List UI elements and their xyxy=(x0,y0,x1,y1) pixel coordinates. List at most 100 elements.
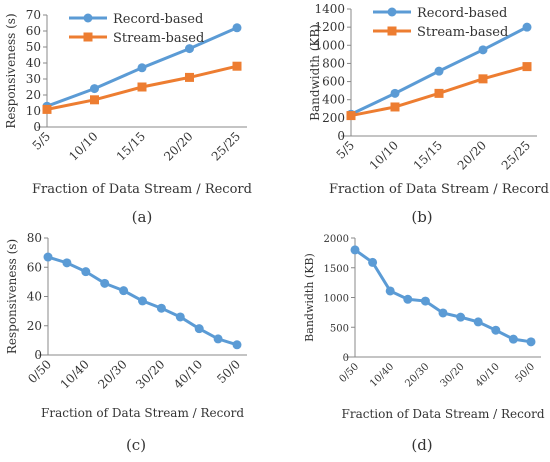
y-tick-label: 1400 xyxy=(314,2,345,16)
data-point xyxy=(175,312,185,322)
y-axis-label: Bandwidth (KB) xyxy=(303,253,316,342)
data-point xyxy=(390,102,400,112)
x-tick-label: 40/10 xyxy=(171,357,205,391)
y-tick-label: 50 xyxy=(26,40,41,54)
y-tick-label: 800 xyxy=(322,56,345,70)
y-tick-label: 1000 xyxy=(324,294,349,305)
x-tick-label: 15/15 xyxy=(114,129,148,163)
x-tick-label: 0/50 xyxy=(337,361,361,385)
x-axis-label: Fraction of Data Stream / Record xyxy=(32,182,252,197)
y-tick-label: 500 xyxy=(330,323,349,334)
data-point xyxy=(390,88,400,98)
data-point xyxy=(522,22,532,32)
legend-marker xyxy=(83,13,93,23)
x-tick-label: 40/10 xyxy=(474,361,502,389)
y-tick-label: 0 xyxy=(343,353,349,364)
data-point xyxy=(43,252,53,262)
x-tick-label: 30/20 xyxy=(133,357,167,391)
series-line-main xyxy=(354,248,532,344)
y-tick-label: 80 xyxy=(27,231,42,245)
data-point xyxy=(138,296,147,306)
y-tick-label: 40 xyxy=(27,290,42,304)
data-point xyxy=(90,84,99,94)
data-point xyxy=(42,104,52,114)
data-point xyxy=(232,340,242,350)
y-tick-label: 40 xyxy=(26,56,41,70)
x-tick-label: 30/20 xyxy=(439,361,467,389)
y-tick-label: 1000 xyxy=(314,38,345,52)
data-point xyxy=(403,294,413,304)
y-tick-label: 1500 xyxy=(324,264,349,275)
y-tick-label: 200 xyxy=(322,111,345,125)
y-axis-label: Bandwidth (KB) xyxy=(308,24,322,121)
x-tick-label: 10/40 xyxy=(368,361,396,389)
x-tick-label: 50/0 xyxy=(214,357,243,386)
legend-label: Record-based xyxy=(113,12,203,27)
y-tick-label: 60 xyxy=(26,24,41,38)
y-tick-label: 70 xyxy=(26,8,41,22)
y-tick-label: 400 xyxy=(322,93,345,107)
x-tick-label: 10/40 xyxy=(58,357,92,391)
data-point xyxy=(420,296,430,306)
data-point xyxy=(213,334,223,344)
panel-label: (c) xyxy=(126,436,146,454)
y-tick-label: 0 xyxy=(34,348,42,362)
chart-panel-d: 0 500 1000 1500 2000 0/50 10/40 20/30 30/20 40/10… xyxy=(303,234,545,454)
data-point xyxy=(232,23,242,33)
x-tick-label: 0/50 xyxy=(25,357,54,386)
x-tick-label: 25/25 xyxy=(499,138,533,172)
y-tick-label: 0 xyxy=(33,120,41,134)
y-tick-label: 10 xyxy=(26,104,41,118)
y-tick-label: 60 xyxy=(27,260,42,274)
data-point xyxy=(522,62,532,72)
data-point xyxy=(368,257,378,267)
x-tick-label: 10/10 xyxy=(367,138,401,172)
data-point xyxy=(478,74,488,84)
data-point xyxy=(100,278,110,288)
x-axis-label: Fraction of Data Stream / Record xyxy=(41,406,244,420)
x-axis-label: Fraction of Data Stream / Record xyxy=(342,407,545,421)
data-point xyxy=(156,303,166,313)
chart-panel-c: 0 20 40 60 80 0/50 10/40 20/30 30/20 40/10 50/0 Fra… xyxy=(5,231,247,454)
data-point xyxy=(434,66,444,76)
x-tick-label: 50/0 xyxy=(513,361,537,385)
legend-label: Stream-based xyxy=(113,31,204,46)
legend-marker xyxy=(83,32,93,42)
legend-marker xyxy=(387,7,397,17)
data-point xyxy=(478,45,488,55)
data-point xyxy=(194,324,204,334)
data-point xyxy=(385,286,395,296)
x-tick-label: 10/10 xyxy=(66,129,100,163)
data-point xyxy=(491,325,501,335)
y-tick-label: 20 xyxy=(26,88,41,102)
data-point xyxy=(473,317,483,327)
x-tick-label: 20/20 xyxy=(161,129,195,163)
x-tick-label: 20/20 xyxy=(455,138,489,172)
panel-label: (a) xyxy=(132,208,153,226)
x-tick-label: 20/30 xyxy=(95,357,129,391)
data-point xyxy=(90,95,99,105)
data-point xyxy=(526,337,536,347)
data-point xyxy=(137,63,147,73)
legend-label: Stream-based xyxy=(417,25,508,40)
data-point xyxy=(81,267,91,277)
y-tick-label: 30 xyxy=(26,72,41,86)
data-point xyxy=(438,308,448,318)
y-axis-label: Responsiveness (s) xyxy=(5,239,19,354)
data-point xyxy=(456,312,466,322)
data-point xyxy=(232,61,242,71)
x-axis-label: Fraction of Data Stream / Record xyxy=(329,182,549,197)
data-point xyxy=(508,334,518,344)
data-point xyxy=(185,44,194,54)
y-tick-label: 2000 xyxy=(324,234,349,245)
data-point xyxy=(137,82,147,92)
y-tick-label: 600 xyxy=(322,75,345,89)
y-tick-label: 0 xyxy=(337,129,345,143)
legend-label: Record-based xyxy=(417,6,507,21)
x-tick-label: 25/25 xyxy=(209,129,243,163)
data-point xyxy=(346,111,356,121)
data-point xyxy=(350,245,360,255)
data-point xyxy=(434,88,444,98)
